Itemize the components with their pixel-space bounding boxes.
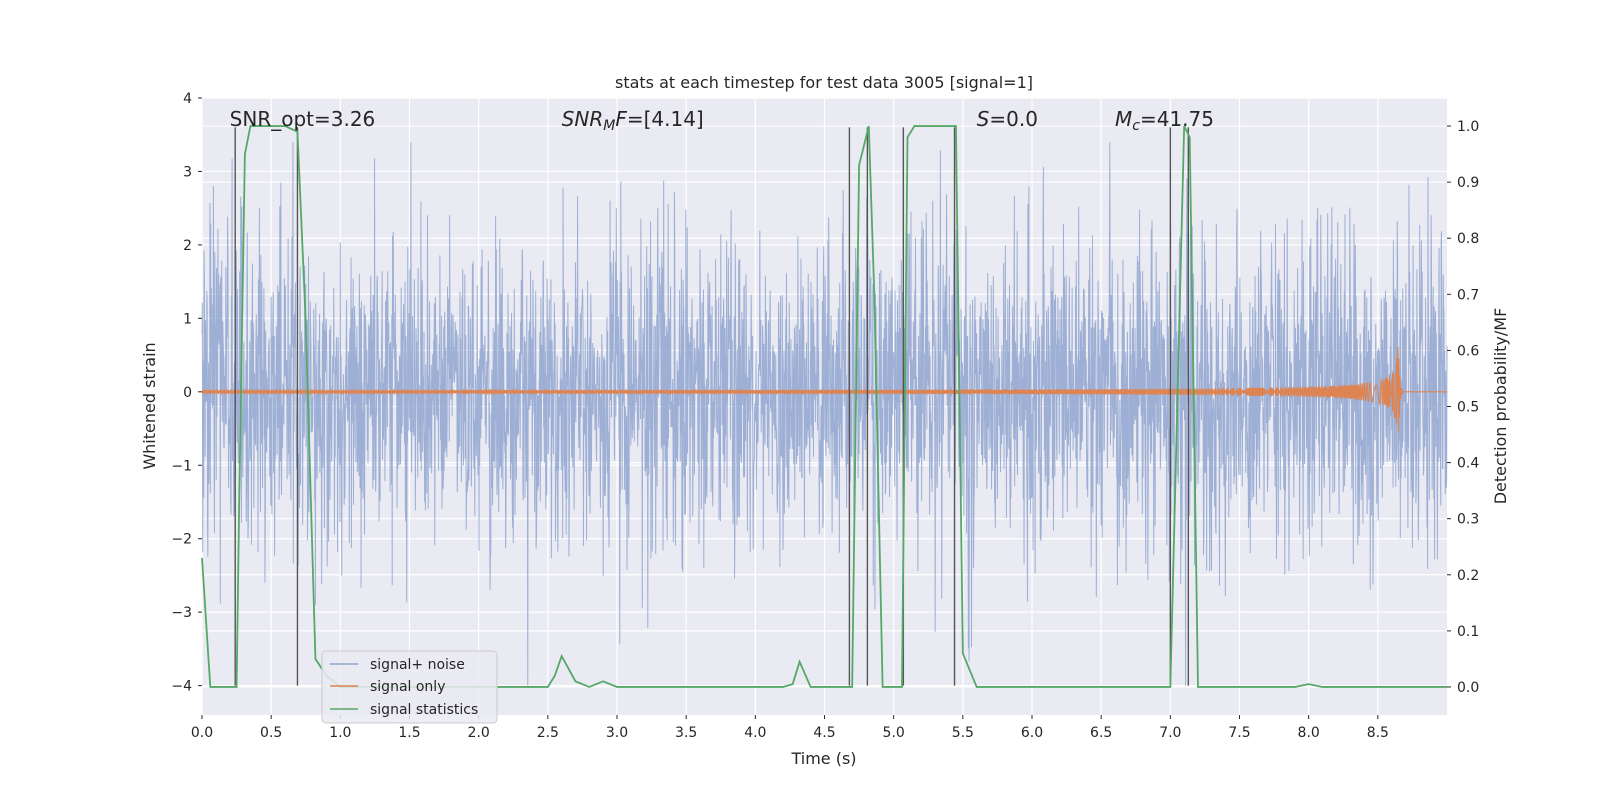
- x-tick-label-0: 0.0: [191, 725, 213, 741]
- y2-tick-label-10: 1.0: [1457, 119, 1479, 135]
- x-tick-label-15: 7.5: [1228, 725, 1250, 741]
- y2-tick-label-7: 0.7: [1457, 287, 1479, 303]
- y2-tick-label-3: 0.3: [1457, 512, 1479, 528]
- annotation-mc: Mc=41.75: [1115, 107, 1214, 134]
- legend-box: [321, 650, 498, 724]
- y-tick-label-5: 1: [183, 311, 192, 327]
- signal-only-series: [201, 347, 1447, 432]
- detection-markers: [234, 127, 1190, 686]
- y2-tick-label-6: 0.6: [1457, 343, 1479, 359]
- legend: signal+ noise signal only signal statist…: [321, 650, 498, 724]
- x-axis-label: Time (s): [790, 749, 856, 768]
- x-tick-label-16: 8.0: [1298, 725, 1320, 741]
- y2-tick-label-0: 0.0: [1457, 680, 1479, 696]
- x-tick-label-10: 5.0: [883, 725, 905, 741]
- x-tick-label-2: 1.0: [329, 725, 351, 741]
- y-tick-label-6: 2: [183, 238, 192, 254]
- x-tick-label-9: 4.5: [813, 725, 835, 741]
- signal-statistics-line: [201, 125, 1447, 688]
- y2-tick-label-5: 0.5: [1457, 400, 1479, 416]
- y-tick-label-7: 3: [183, 164, 192, 180]
- x-tick-label-8: 4.0: [744, 725, 766, 741]
- legend-label-signal: signal only: [370, 679, 445, 695]
- y2-tick-label-2: 0.2: [1457, 568, 1479, 584]
- y-axis-label: Whitened strain: [140, 342, 159, 469]
- x-tick-label-11: 5.5: [952, 725, 974, 741]
- y-tick-label-0: −4: [171, 679, 192, 695]
- x-tick-label-17: 8.5: [1367, 725, 1389, 741]
- chart-title: stats at each timestep for test data 300…: [615, 73, 1033, 92]
- y2-tick-label-8: 0.8: [1457, 231, 1479, 247]
- y2-axis-label: Detection probability/MF: [1491, 308, 1510, 505]
- y-tick-label-4: 0: [183, 385, 192, 401]
- x-tick-label-14: 7.0: [1159, 725, 1181, 741]
- axes: 0.0 0.5 1.0 1.5 2.0 2.5 3.0 3.5 4.0 4.5 5.0 5.5 6.0 6…: [171, 91, 1479, 741]
- x-tick-label-12: 6.0: [1021, 725, 1043, 741]
- y-tick-label-8: 4: [183, 91, 192, 107]
- legend-label-noise: signal+ noise: [370, 657, 465, 673]
- annotations: SNR_opt=3.26 SNRMF=[4.14] S=0.0 Mc=41.75: [230, 107, 1214, 134]
- annotation-snr-mf: SNRMF=[4.14]: [562, 107, 704, 134]
- annotation-s-stat: S=0.0: [977, 107, 1038, 131]
- signal-statistics-series: [201, 125, 1447, 688]
- legend-label-stats: signal statistics: [370, 702, 478, 718]
- x-tick-label-3: 1.5: [398, 725, 420, 741]
- noise-series: [201, 142, 1448, 686]
- y-tick-label-3: −1: [171, 458, 192, 474]
- x-tick-label-7: 3.5: [675, 725, 697, 741]
- x-tick-label-5: 2.5: [537, 725, 559, 741]
- y2-tick-label-4: 0.4: [1457, 456, 1479, 472]
- signal-only-line: [201, 347, 1447, 432]
- noise-line: [201, 142, 1448, 686]
- x-tick-label-6: 3.0: [606, 725, 628, 741]
- y2-tick-label-1: 0.1: [1457, 624, 1479, 640]
- y-tick-label-2: −2: [171, 532, 192, 548]
- annotation-snr-opt: SNR_opt=3.26: [230, 107, 376, 131]
- y2-tick-label-9: 0.9: [1457, 175, 1479, 191]
- x-tick-label-4: 2.0: [468, 725, 490, 741]
- x-tick-label-1: 0.5: [260, 725, 282, 741]
- x-tick-label-13: 6.5: [1090, 725, 1112, 741]
- y-tick-label-1: −3: [171, 605, 192, 621]
